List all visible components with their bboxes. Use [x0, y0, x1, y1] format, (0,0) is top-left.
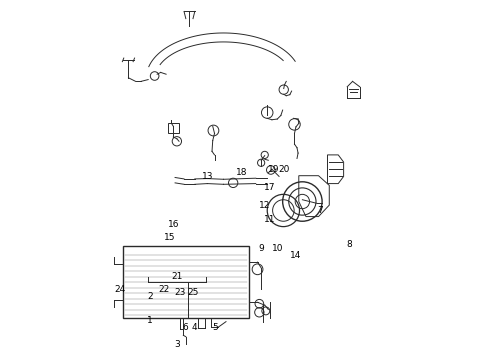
Text: 16: 16 — [168, 220, 179, 229]
Text: 10: 10 — [271, 244, 283, 253]
Text: 19: 19 — [268, 165, 279, 174]
Text: 23: 23 — [175, 288, 186, 297]
Text: 14: 14 — [290, 251, 301, 260]
Text: 17: 17 — [264, 183, 276, 192]
Text: 5: 5 — [213, 323, 219, 332]
Text: 24: 24 — [114, 285, 125, 294]
Text: 13: 13 — [201, 172, 213, 181]
Text: 11: 11 — [264, 215, 276, 224]
Text: 7: 7 — [318, 206, 323, 215]
Text: 18: 18 — [236, 168, 247, 177]
Text: 15: 15 — [164, 233, 175, 242]
Text: 4: 4 — [191, 323, 197, 332]
Text: 6: 6 — [182, 323, 188, 332]
Text: 20: 20 — [279, 165, 290, 174]
Polygon shape — [299, 176, 329, 217]
Bar — [123, 246, 248, 318]
Text: 22: 22 — [159, 285, 170, 294]
Text: 8: 8 — [346, 240, 352, 249]
Text: 12: 12 — [259, 201, 270, 210]
Text: 2: 2 — [147, 292, 153, 301]
Text: 21: 21 — [171, 272, 183, 281]
Text: 9: 9 — [258, 244, 264, 253]
Text: 25: 25 — [187, 288, 198, 297]
Bar — [168, 123, 179, 134]
Text: 1: 1 — [147, 316, 153, 325]
Polygon shape — [327, 155, 343, 184]
Text: 3: 3 — [174, 341, 180, 350]
